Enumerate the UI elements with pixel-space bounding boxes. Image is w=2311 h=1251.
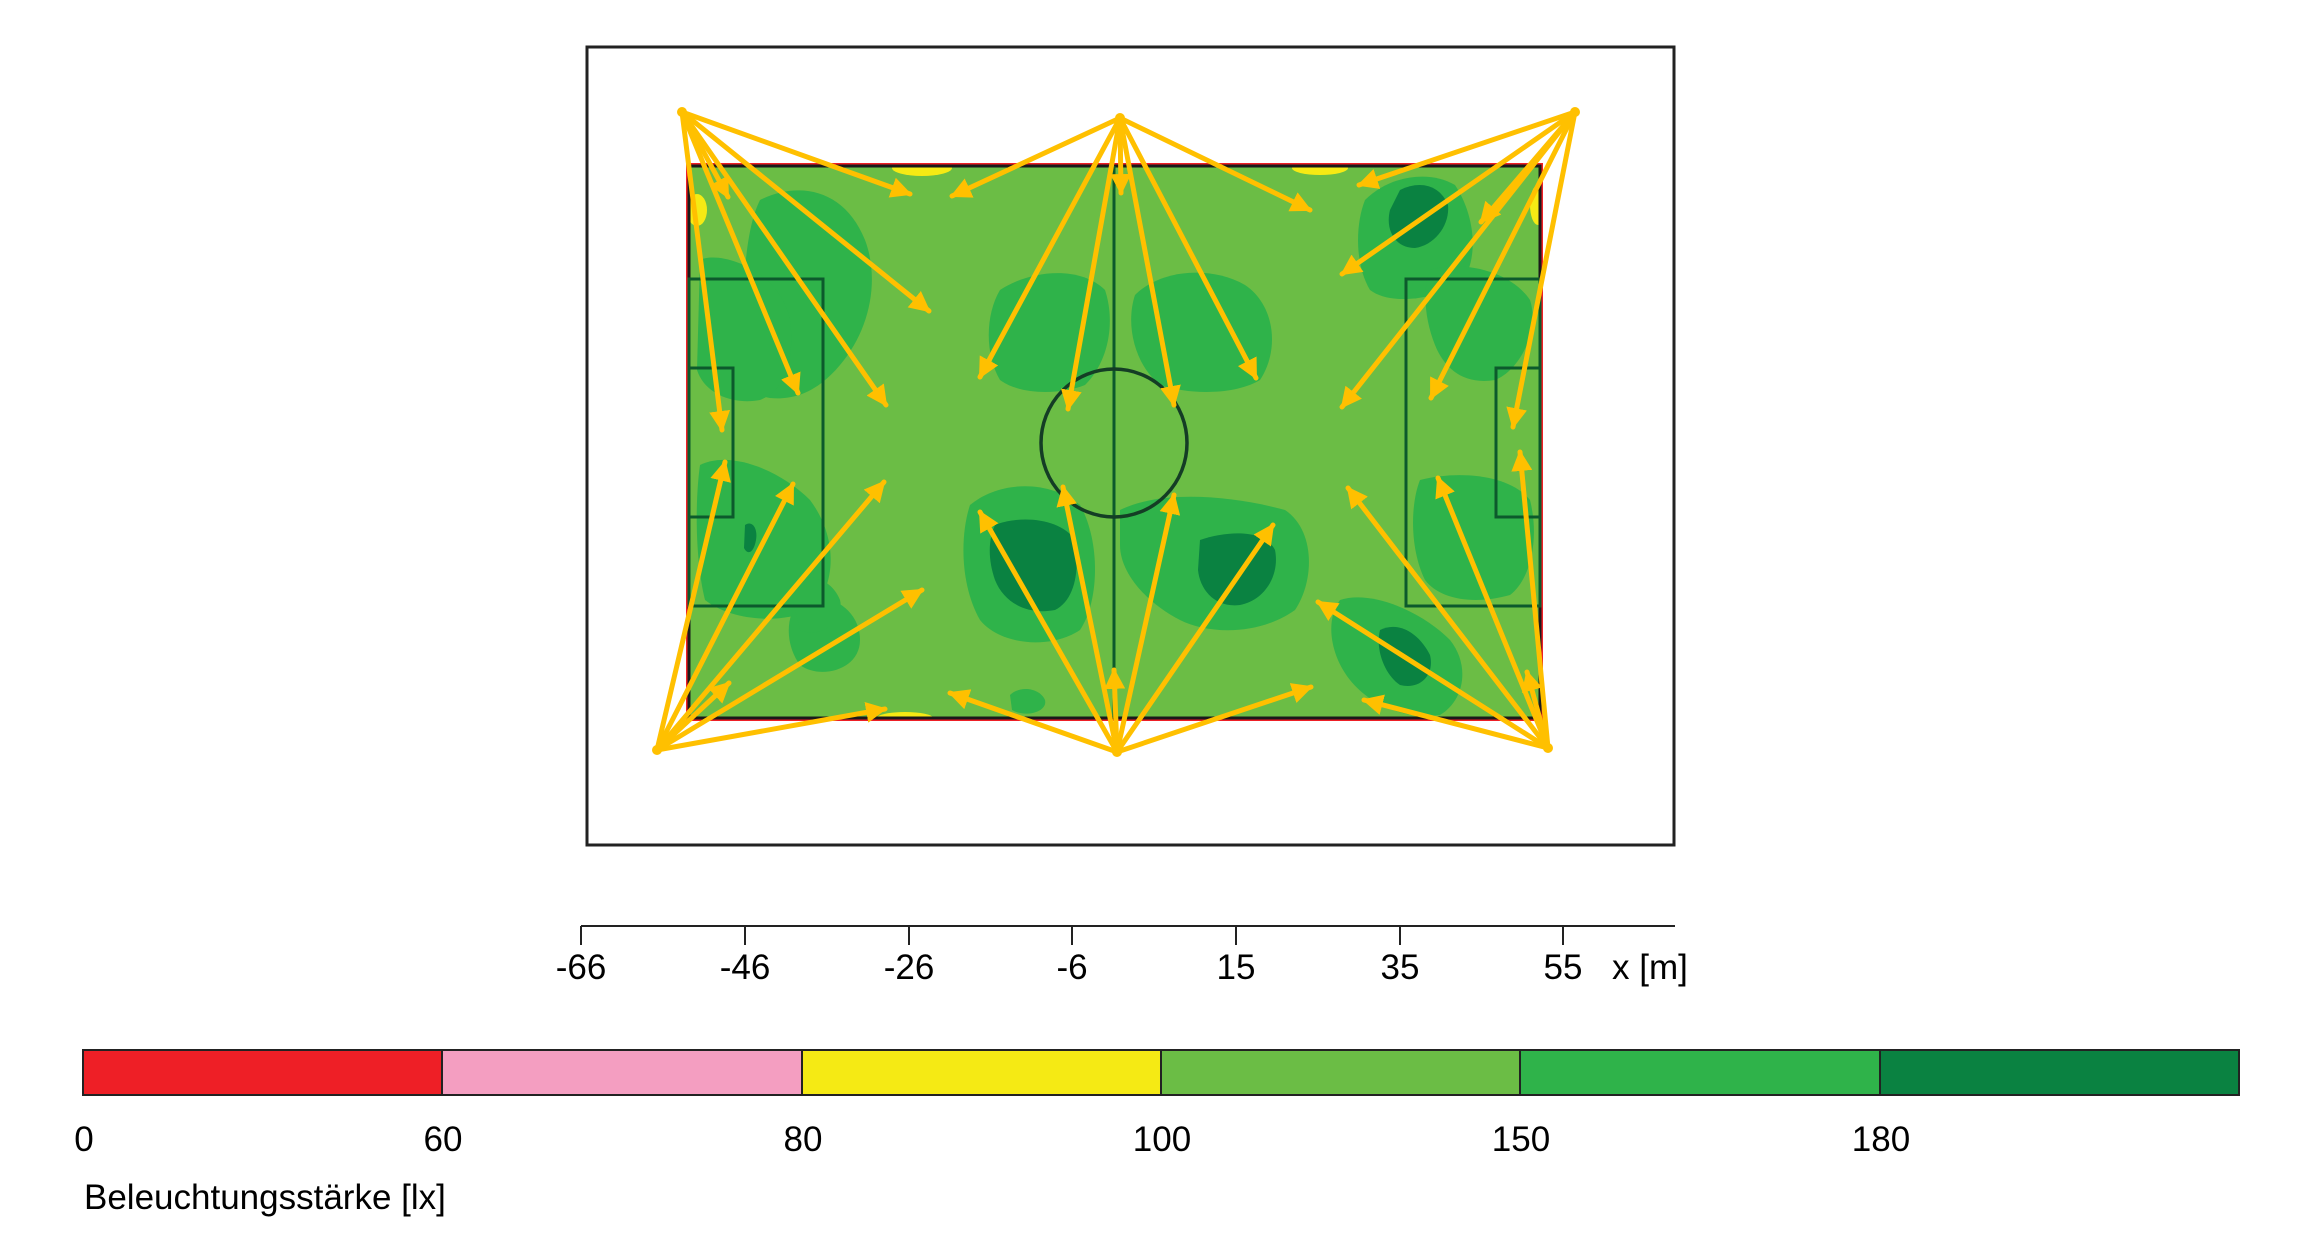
legend-tick-label: 60: [423, 1120, 463, 1159]
x-tick-label: 15: [1216, 948, 1256, 987]
x-tick-label: 35: [1380, 948, 1420, 987]
legend-swatch-100-150: [1161, 1051, 1522, 1094]
illuminance-legend-bar: [82, 1049, 2240, 1096]
x-tick-label: -26: [883, 948, 935, 987]
x-tick-label: 55: [1543, 948, 1583, 987]
legend-tick-label: 150: [1491, 1120, 1551, 1159]
legend-swatch-150-180: [1521, 1051, 1881, 1094]
mast-bottom-right-icon: [1543, 743, 1553, 753]
mast-top-center-icon: [1115, 113, 1125, 123]
legend-swatch-60-80: [443, 1051, 803, 1094]
mast-top-left-arrows: [679, 109, 932, 433]
mast-top-left-icon: [677, 107, 687, 117]
mast-top-right-icon: [1570, 107, 1580, 117]
legend-title: Beleuchtungsstärke [lx]: [84, 1178, 446, 1217]
legend-tick-label: 100: [1132, 1120, 1192, 1159]
mast-bottom-center-arrows: [947, 484, 1314, 755]
x-axis-unit-label: x [m]: [1612, 948, 1688, 987]
legend-swatch-80-100: [802, 1051, 1162, 1094]
legend-tick-label: 80: [783, 1120, 823, 1159]
mast-bottom-left-arrows: [654, 459, 925, 753]
x-tick-label: -6: [1056, 948, 1088, 987]
floodlight-masts: [652, 107, 1580, 757]
legend-swatch-180-plus: [1880, 1051, 2238, 1094]
mast-top-right-arrows: [1339, 109, 1578, 430]
mast-bottom-right-arrows: [1315, 449, 1551, 751]
aiming-arrows: [654, 109, 1578, 755]
mast-bottom-center-icon: [1112, 747, 1122, 757]
x-tick-label: -66: [555, 948, 607, 987]
legend-swatch-0-60: [84, 1051, 444, 1094]
legend-tick-label: 0: [74, 1120, 94, 1159]
illuminance-contours: [689, 166, 1540, 718]
legend-tick-label: 180: [1851, 1120, 1911, 1159]
mast-bottom-left-icon: [652, 745, 662, 755]
x-axis: [580, 925, 1675, 945]
mast-top-center-arrows: [949, 115, 1313, 412]
x-tick-label: -46: [719, 948, 771, 987]
